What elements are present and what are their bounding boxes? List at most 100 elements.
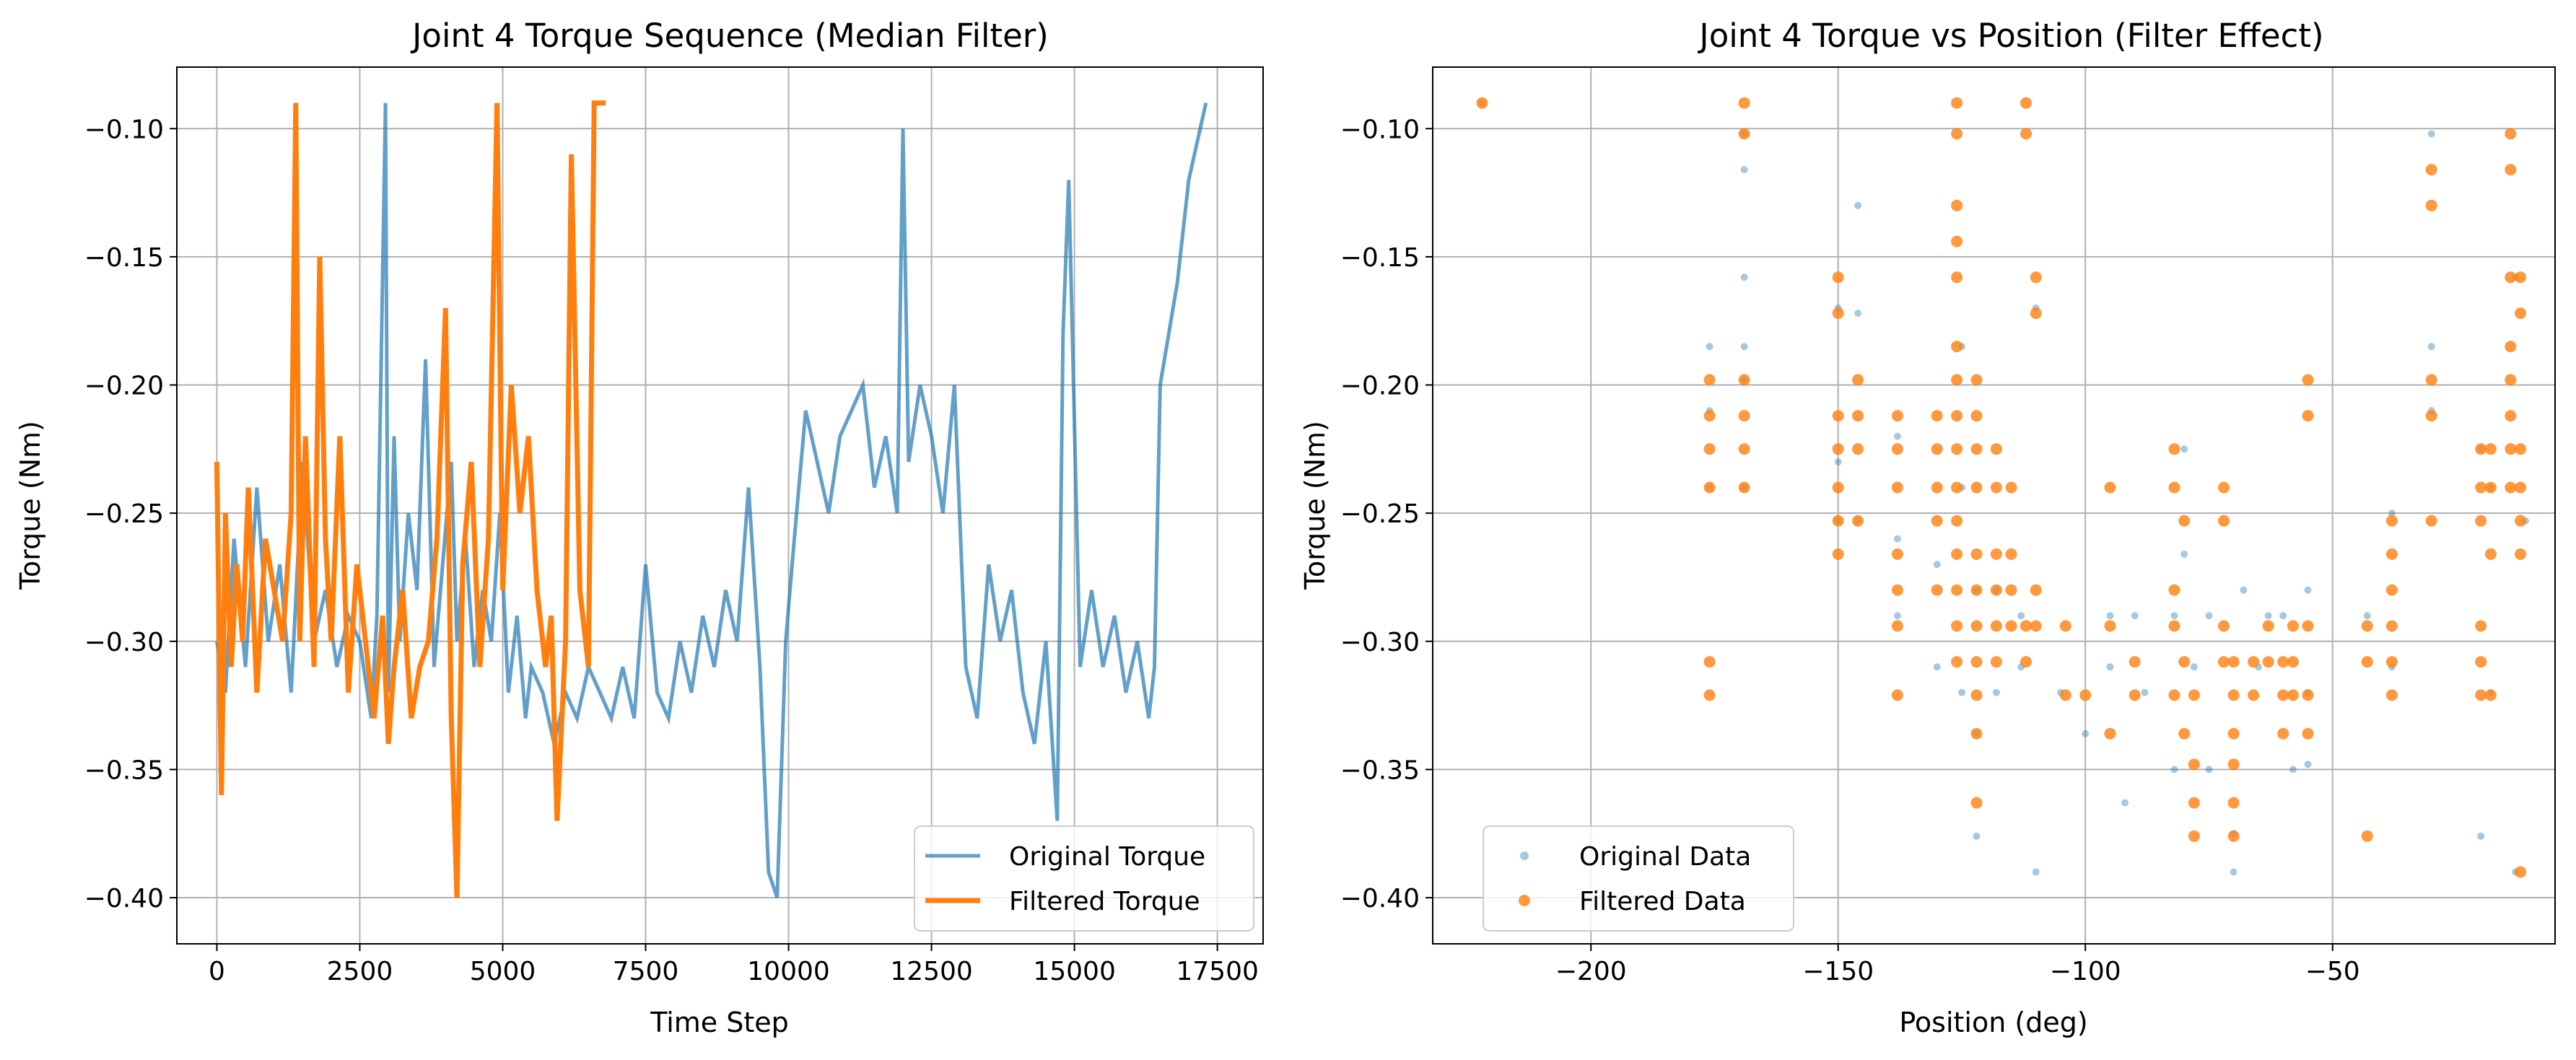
data-point-original-data bbox=[1740, 166, 1748, 174]
chart-title: Joint 4 Torque Sequence (Median Filter) bbox=[410, 17, 1049, 55]
data-point-filtered-data bbox=[1703, 374, 1716, 386]
data-point-filtered-data bbox=[2361, 620, 2373, 632]
data-point-original-data bbox=[2180, 445, 2188, 453]
data-point-filtered-data bbox=[2515, 443, 2526, 455]
data-point-filtered-data bbox=[2385, 620, 2398, 632]
data-point-original-data bbox=[2279, 612, 2287, 620]
x-axis-ticks: 0 2500 5000 7500 10000 12500 15000 17500 bbox=[209, 944, 1259, 986]
data-point-filtered-data bbox=[2218, 481, 2230, 494]
data-point-filtered-data bbox=[1951, 514, 1963, 527]
data-point-filtered-data bbox=[2079, 689, 2092, 701]
data-point-filtered-data bbox=[2475, 481, 2487, 494]
x-tick-label: −200 bbox=[1555, 957, 1627, 986]
data-point-filtered-data bbox=[1970, 443, 1983, 455]
chart-torque-sequence: Joint 4 Torque Sequence (Median Filter) … bbox=[14, 17, 1264, 1038]
data-point-filtered-data bbox=[2361, 656, 2373, 668]
data-point-filtered-data bbox=[1970, 797, 1983, 809]
data-point-filtered-data bbox=[1990, 481, 2002, 494]
data-point-filtered-data bbox=[2020, 620, 2032, 632]
x-tick-label: 2500 bbox=[327, 957, 393, 986]
data-point-filtered-data bbox=[1951, 548, 1963, 560]
y-tick-label: −0.40 bbox=[84, 884, 164, 914]
data-point-original-data bbox=[1706, 343, 1713, 351]
data-point-filtered-data bbox=[1703, 410, 1716, 422]
data-point-filtered-data bbox=[2505, 164, 2517, 176]
data-point-filtered-data bbox=[2178, 514, 2191, 527]
data-point-filtered-data bbox=[2178, 656, 2191, 668]
data-point-filtered-data bbox=[2218, 656, 2230, 668]
data-point-filtered-data bbox=[2030, 620, 2042, 632]
data-point-filtered-data bbox=[2475, 689, 2487, 701]
data-point-filtered-data bbox=[1852, 443, 1864, 455]
data-point-filtered-data bbox=[2484, 689, 2497, 701]
data-point-original-data bbox=[1854, 310, 1862, 317]
y-axis-ticks: −0.40 −0.35 −0.30 −0.25 −0.20 −0.15 −0.10 bbox=[1340, 115, 1433, 914]
data-point-filtered-data bbox=[1970, 584, 1983, 596]
data-point-filtered-data bbox=[1852, 410, 1864, 422]
data-point-filtered-data bbox=[1852, 374, 1864, 386]
data-point-filtered-data bbox=[1891, 410, 1903, 422]
x-tick-label: 10000 bbox=[747, 957, 830, 986]
data-point-filtered-data bbox=[2385, 656, 2398, 668]
data-point-filtered-data bbox=[1990, 443, 2002, 455]
data-point-filtered-data bbox=[1891, 548, 1903, 560]
data-point-filtered-data bbox=[1951, 374, 1963, 386]
y-tick-label: −0.25 bbox=[84, 499, 164, 529]
data-point-original-data bbox=[2304, 586, 2312, 594]
data-point-filtered-data bbox=[2385, 548, 2398, 560]
data-point-filtered-data bbox=[2385, 689, 2398, 701]
y-axis-ticks: −0.40 −0.35 −0.30 −0.25 −0.20 −0.15 −0.10 bbox=[84, 115, 177, 914]
data-point-filtered-data bbox=[2020, 128, 2032, 140]
data-point-original-data bbox=[2190, 663, 2198, 671]
data-point-filtered-data bbox=[2227, 689, 2240, 701]
data-point-filtered-data bbox=[1891, 443, 1903, 455]
data-point-filtered-data bbox=[2475, 656, 2487, 668]
chart-title: Joint 4 Torque vs Position (Filter Effec… bbox=[1697, 17, 2323, 55]
data-point-original-data bbox=[2180, 551, 2188, 558]
data-point-filtered-data bbox=[1951, 481, 1963, 494]
data-point-original-data bbox=[1933, 561, 1941, 569]
grid bbox=[1433, 67, 2555, 944]
data-point-filtered-data bbox=[2227, 830, 2240, 842]
data-point-filtered-data bbox=[2302, 410, 2314, 422]
data-point-filtered-data bbox=[1951, 199, 1963, 211]
data-point-filtered-data bbox=[1738, 410, 1750, 422]
x-tick-label: −150 bbox=[1802, 957, 1874, 986]
data-point-filtered-data bbox=[1931, 584, 1943, 596]
legend-swatch-original-data bbox=[1520, 851, 1529, 860]
x-tick-label: 7500 bbox=[613, 957, 679, 986]
data-point-original-data bbox=[2363, 612, 2371, 620]
data-point-filtered-data bbox=[2302, 374, 2314, 386]
data-point-filtered-data bbox=[2168, 620, 2180, 632]
y-tick-label: −0.35 bbox=[1340, 755, 1420, 785]
legend: Original Torque Filtered Torque bbox=[914, 825, 1254, 932]
data-point-filtered-data bbox=[1990, 584, 2002, 596]
data-point-filtered-data bbox=[2515, 481, 2526, 494]
data-point-filtered-data bbox=[2005, 620, 2017, 632]
data-point-filtered-data bbox=[2475, 514, 2487, 527]
x-axis-label: Position (deg) bbox=[1899, 1007, 2087, 1038]
data-point-filtered-data bbox=[2515, 866, 2526, 878]
data-point-filtered-data bbox=[1970, 548, 1983, 560]
data-point-filtered-data bbox=[1951, 410, 1963, 422]
data-point-filtered-data bbox=[2188, 689, 2200, 701]
data-point-filtered-data bbox=[1970, 410, 1983, 422]
data-point-filtered-data bbox=[2178, 727, 2191, 740]
data-point-filtered-data bbox=[1738, 97, 1750, 109]
data-point-filtered-data bbox=[2005, 548, 2017, 560]
x-tick-label: −50 bbox=[2305, 957, 2360, 986]
data-point-filtered-data bbox=[1703, 443, 1716, 455]
data-point-filtered-data bbox=[2277, 727, 2289, 740]
x-tick-label: 12500 bbox=[890, 957, 973, 986]
data-point-filtered-data bbox=[1832, 410, 1844, 422]
data-point-original-data bbox=[2131, 612, 2139, 620]
legend-box bbox=[1483, 825, 1794, 932]
data-point-filtered-data bbox=[2505, 410, 2517, 422]
y-tick-label: −0.15 bbox=[84, 243, 164, 273]
data-point-filtered-data bbox=[2302, 727, 2314, 740]
data-point-original-data bbox=[1992, 688, 2000, 696]
data-point-filtered-data bbox=[1990, 656, 2002, 668]
data-point-original-data bbox=[1740, 273, 1748, 281]
data-point-filtered-data bbox=[1970, 689, 1983, 701]
